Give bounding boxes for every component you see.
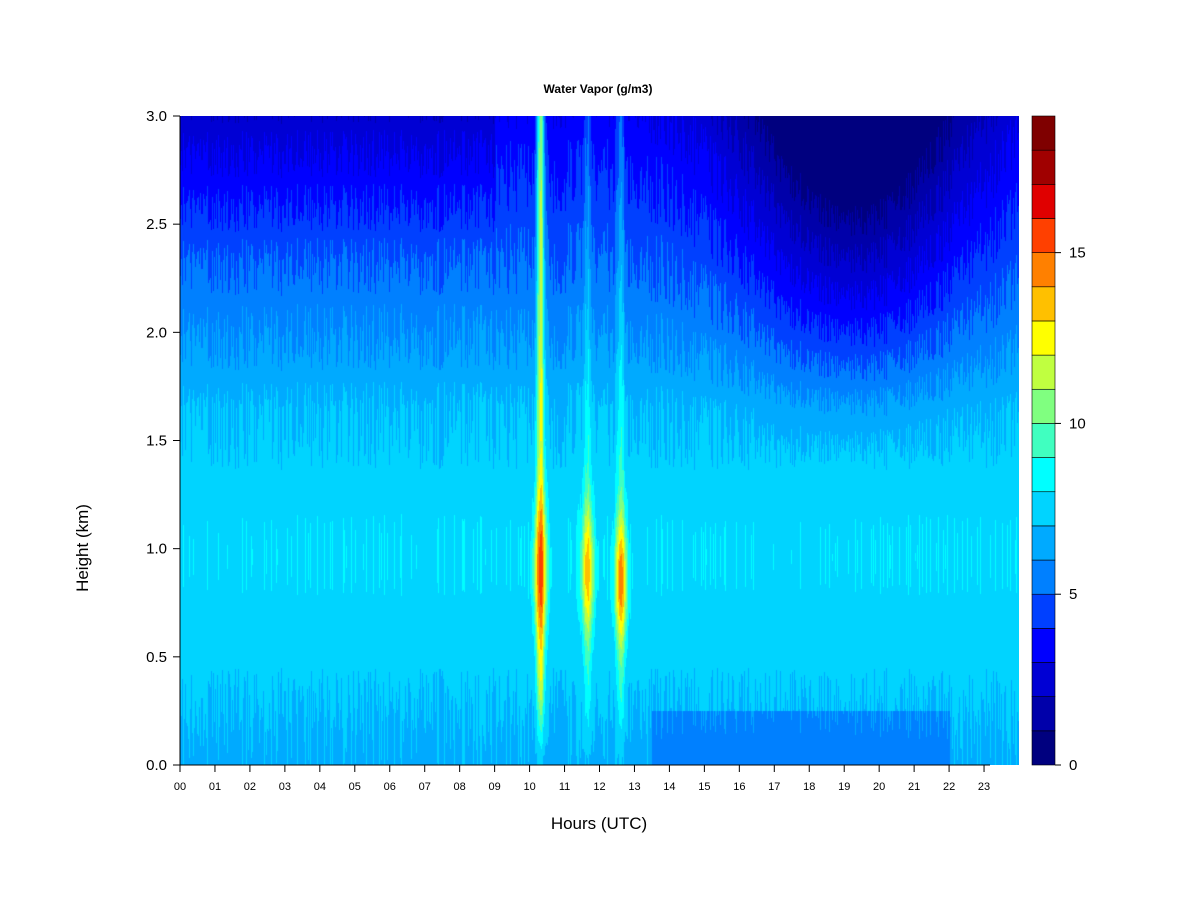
colorbar-swatch: [1031, 388, 1056, 424]
colorbar-swatch: [1031, 730, 1056, 766]
colorbar-swatch: [1031, 115, 1056, 151]
colorbar-swatch: [1031, 457, 1056, 493]
colorbar-tick-label: 5: [1069, 586, 1077, 603]
x-tick-label: 02: [244, 781, 256, 793]
colorbar-swatch: [1031, 320, 1056, 356]
x-tick-label: 10: [523, 781, 535, 793]
colorbar-swatch: [1031, 252, 1056, 288]
y-tick-label: 3.0: [146, 108, 167, 125]
colorbar-swatch: [1031, 593, 1056, 629]
y-tick-label: 1.5: [146, 433, 167, 450]
x-tick-label: 01: [209, 781, 221, 793]
colorbar-swatch: [1031, 354, 1056, 390]
y-tick-label: 2.5: [146, 216, 167, 233]
colorbar-swatch: [1031, 423, 1056, 458]
colorbar-swatch: [1031, 628, 1056, 663]
x-tick-label: 17: [768, 781, 780, 793]
x-tick-label: 19: [838, 781, 850, 793]
x-tick-label: 06: [384, 781, 396, 793]
y-tick-label: 2.0: [146, 324, 167, 341]
colorbar-swatch: [1031, 184, 1056, 219]
plot-area: [180, 116, 1019, 765]
x-tick-label: 07: [419, 781, 431, 793]
x-tick-label: 09: [489, 781, 501, 793]
x-tick-label: 18: [803, 781, 815, 793]
x-tick-label: 00: [174, 781, 186, 793]
x-tick-label: 22: [943, 781, 955, 793]
colorbar-tick-label: 15: [1069, 245, 1086, 262]
colorbar-swatch: [1031, 559, 1056, 595]
heatmap-surface: [180, 116, 1019, 765]
colorbar-swatch: [1031, 286, 1056, 322]
y-tick-label: 1.0: [146, 541, 167, 558]
x-tick-label: 05: [349, 781, 361, 793]
x-tick-label: 15: [698, 781, 710, 793]
y-tick-label: 0.0: [146, 757, 167, 774]
x-tick-label: 08: [454, 781, 466, 793]
x-axis: 00 01 02 03 04 05 06 07 08 09 10 11 12 13 14 15 16 17 18 19…: [174, 764, 990, 793]
x-tick-label: 13: [628, 781, 640, 793]
x-tick-label: 04: [314, 781, 326, 793]
colorbar-swatch: [1031, 525, 1056, 561]
colorbar-swatch: [1031, 218, 1056, 253]
y-axis: 0.0 0.5 1.0 1.5 2.0 2.5 3.0: [146, 108, 181, 774]
x-tick-label: 03: [279, 781, 291, 793]
colorbar-swatch: [1031, 149, 1056, 185]
chart-title: Water Vapor (g/m3): [544, 82, 653, 96]
x-tick-label: 21: [908, 781, 920, 793]
colorbar-tick-label: 0: [1069, 757, 1077, 774]
x-axis-label: Hours (UTC): [551, 814, 647, 833]
colorbar-tick-label: 10: [1069, 415, 1086, 432]
colorbar-swatch: [1031, 491, 1056, 527]
x-tick-label: 14: [663, 781, 675, 793]
x-tick-label: 11: [559, 781, 570, 793]
x-tick-label: 20: [873, 781, 885, 793]
colorbar-swatch: [1031, 662, 1056, 697]
colorbar-swatch: [1031, 696, 1056, 732]
colorbar: 0 5 10 15: [1031, 115, 1086, 774]
x-tick-label: 23: [978, 781, 990, 793]
y-tick-label: 0.5: [146, 649, 167, 666]
y-axis-label: Height (km): [73, 504, 92, 592]
x-tick-label: 12: [593, 781, 605, 793]
x-tick-label: 16: [733, 781, 745, 793]
